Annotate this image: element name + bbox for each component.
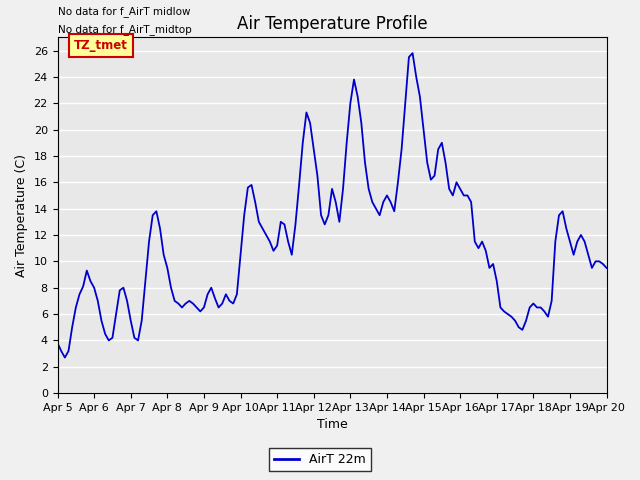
Legend: AirT 22m: AirT 22m	[269, 448, 371, 471]
Text: TZ_tmet: TZ_tmet	[74, 39, 127, 52]
Y-axis label: Air Temperature (C): Air Temperature (C)	[15, 154, 28, 277]
Text: No data for f_AirT_midtop: No data for f_AirT_midtop	[58, 24, 191, 35]
X-axis label: Time: Time	[317, 419, 348, 432]
Title: Air Temperature Profile: Air Temperature Profile	[237, 15, 428, 33]
Text: No data for f_AirT midlow: No data for f_AirT midlow	[58, 6, 190, 17]
